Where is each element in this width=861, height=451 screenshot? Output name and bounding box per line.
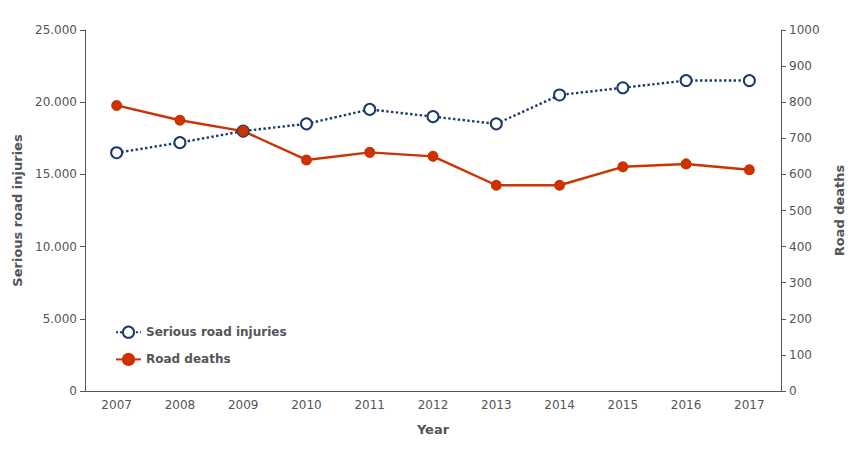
svg-text:Year: Year [416,422,450,437]
svg-text:2010: 2010 [291,398,322,412]
svg-text:1000: 1000 [789,23,820,37]
svg-text:100: 100 [789,348,812,362]
svg-text:2013: 2013 [481,398,512,412]
svg-text:10.000: 10.000 [35,240,77,254]
svg-text:5.000: 5.000 [43,312,77,326]
svg-text:0: 0 [789,384,797,398]
svg-text:Road deaths: Road deaths [832,164,847,256]
svg-text:25.000: 25.000 [35,23,77,37]
svg-text:2008: 2008 [165,398,196,412]
svg-text:0: 0 [69,384,77,398]
svg-text:900: 900 [789,59,812,73]
svg-text:2014: 2014 [544,398,575,412]
svg-text:Serious road injuries: Serious road injuries [146,325,287,339]
svg-text:2015: 2015 [608,398,639,412]
svg-text:700: 700 [789,131,812,145]
svg-text:Serious road injuries: Serious road injuries [10,134,25,287]
svg-text:600: 600 [789,167,812,181]
svg-text:2007: 2007 [101,398,132,412]
svg-text:Road deaths: Road deaths [146,352,231,366]
svg-text:2009: 2009 [228,398,259,412]
svg-text:400: 400 [789,240,812,254]
svg-text:2011: 2011 [354,398,385,412]
svg-text:500: 500 [789,204,812,218]
svg-text:20.000: 20.000 [35,95,77,109]
svg-text:300: 300 [789,276,812,290]
svg-text:15.000: 15.000 [35,167,77,181]
svg-text:2012: 2012 [418,398,449,412]
svg-text:200: 200 [789,312,812,326]
svg-text:2016: 2016 [671,398,702,412]
svg-text:2017: 2017 [734,398,765,412]
svg-text:800: 800 [789,95,812,109]
